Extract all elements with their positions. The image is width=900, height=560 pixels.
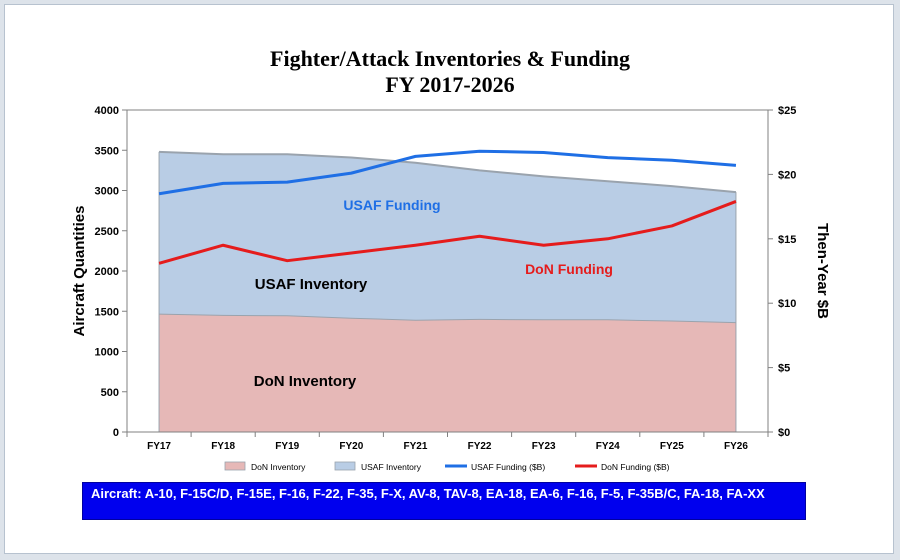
y-tick-label: 500 [101, 387, 119, 399]
x-tick-label: FY25 [660, 441, 684, 452]
annotation-don-inventory: DoN Inventory [254, 373, 357, 390]
y2-tick-label: $5 [778, 363, 790, 375]
annotation-don-funding: DoN Funding [525, 261, 613, 277]
y2-tick-label: $20 [778, 169, 796, 181]
annotation-usaf-inventory: USAF Inventory [255, 276, 368, 293]
legend-label: USAF Inventory [361, 462, 422, 472]
x-tick-label: FY24 [596, 441, 620, 452]
y-axis-title: Aircraft Quantities [71, 206, 88, 337]
legend-label: DoN Funding ($B) [601, 462, 670, 472]
chart-title-line1: Fighter/Attack Inventories & Funding [270, 46, 630, 71]
chart-title: Fighter/Attack Inventories & Funding FY … [0, 46, 900, 98]
x-tick-label: FY20 [339, 441, 363, 452]
y-tick-label: 4000 [95, 105, 119, 117]
chart-legend: DoN Inventory USAF Inventory USAF Funding … [224, 461, 670, 472]
tick-labels: 0 500 1000 1500 2000 2500 3000 3500 4000 $0 $5 $10 $… [71, 105, 831, 452]
y-tick-label: 1500 [95, 306, 119, 318]
legend-swatch [334, 461, 356, 471]
x-tick-label: FY26 [724, 441, 748, 452]
y-tick-label: 0 [113, 427, 119, 439]
stacked-areas [158, 150, 737, 432]
y2-tick-label: $25 [778, 105, 796, 117]
legend-swatch [224, 461, 246, 471]
area-don-inventory [159, 313, 736, 432]
x-tick-label: FY17 [147, 441, 171, 452]
x-tick-label: FY23 [532, 441, 556, 452]
annotations: USAF Funding DoN Funding USAF Inventory DoN… [254, 197, 613, 390]
funding-lines [158, 149, 737, 265]
annotation-usaf-funding: USAF Funding [343, 197, 440, 213]
y-tick-label: 1000 [95, 347, 119, 359]
area-usaf-inventory [159, 151, 736, 323]
y-tick-label: 2500 [95, 226, 119, 238]
y2-tick-label: $0 [778, 427, 790, 439]
y2-axis-title: Then-Year $B [814, 223, 831, 319]
chart-axes [122, 109, 773, 437]
y2-tick-label: $10 [778, 298, 796, 310]
legend-label: USAF Funding ($B) [471, 462, 545, 472]
y2-tick-label: $15 [778, 234, 796, 246]
x-tick-label: FY22 [468, 441, 492, 452]
line-don-funding [158, 200, 737, 265]
y-tick-label: 3500 [95, 145, 119, 157]
aircraft-list-box: Aircraft: A-10, F-15C/D, F-15E, F-16, F-… [82, 482, 806, 520]
x-tick-label: FY19 [275, 441, 299, 452]
y-tick-label: 3000 [95, 186, 119, 198]
chart-title-line2: FY 2017-2026 [385, 72, 515, 97]
line-usaf-funding [158, 149, 737, 196]
x-tick-label: FY18 [211, 441, 235, 452]
area-edge [159, 150, 737, 194]
legend-label: DoN Inventory [251, 462, 306, 472]
y-tick-label: 2000 [95, 266, 119, 278]
x-tick-label: FY21 [403, 441, 427, 452]
